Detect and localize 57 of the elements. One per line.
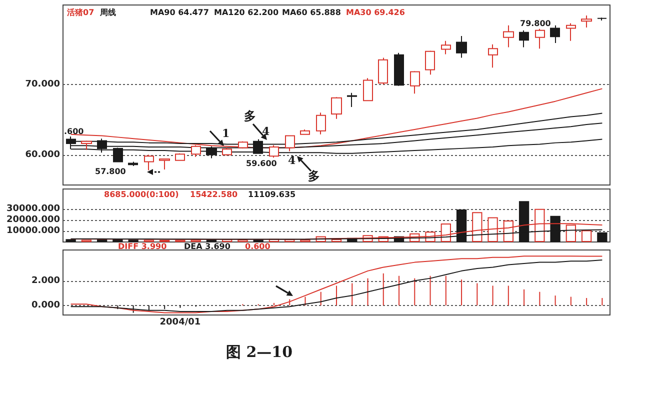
caption: 图 2—10 [226, 343, 293, 361]
y-tick-label: 60.000 [25, 150, 60, 160]
candlestick [597, 17, 607, 21]
annotation: 59.600 [246, 159, 277, 168]
candlestick [550, 24, 560, 44]
candlestick [175, 152, 185, 161]
candlestick [488, 44, 498, 68]
annotation: 8685.000(0:100) [104, 190, 179, 199]
annotation: 57.800 [95, 167, 126, 176]
y-tick-label: 20000.000 [6, 214, 60, 225]
candlestick [425, 50, 435, 76]
annotation: 活猪07 [67, 8, 94, 17]
candlestick [347, 92, 357, 108]
x-tick-label: 2004/01 [160, 318, 201, 328]
annotation: MA60 65.888 [282, 8, 341, 17]
y-tick-label: 2.000 [32, 276, 60, 286]
bar [581, 230, 592, 242]
annotation: 15422.580 [190, 190, 238, 199]
candlestick [378, 57, 388, 85]
y-tick-label: 70.000 [25, 79, 60, 90]
annotation: 周线 [100, 8, 116, 17]
candlestick [128, 161, 138, 167]
candlestick [300, 128, 310, 135]
annotation: DIFF 3.990 [118, 242, 167, 251]
candlestick [285, 134, 295, 152]
annotation: 4 [288, 154, 296, 167]
annotation: 79.800 [520, 19, 551, 28]
candlestick [363, 78, 373, 102]
candlestick [519, 30, 529, 48]
annotation: 多 [308, 169, 320, 183]
candlestick [394, 52, 404, 86]
annotation: 4 [262, 125, 270, 138]
candlestick [566, 22, 576, 42]
candlestick [581, 15, 592, 28]
candlestick [503, 24, 514, 48]
annotation: MA90 64.477 [150, 8, 209, 17]
annotation: 0.600 [245, 242, 270, 251]
y-tick-label: 0.000 [32, 300, 60, 310]
y-tick-label: 10000.000 [6, 226, 60, 236]
annotation: 1 [222, 127, 230, 140]
bar [597, 232, 608, 242]
annotation: 多 [244, 109, 256, 123]
annotation: MA120 62.200 [214, 8, 279, 17]
candlestick [159, 158, 170, 170]
candlestick [535, 28, 545, 50]
candlestick [331, 96, 342, 120]
annotation: MA30 69.426 [346, 8, 405, 17]
candlestick [410, 70, 420, 94]
annotation: .600 [64, 127, 84, 136]
annotation: DEA 3.690 [184, 242, 230, 251]
candlestick [269, 144, 279, 158]
candlestick [316, 112, 326, 135]
candlestick [81, 140, 92, 150]
candlestick [456, 35, 467, 58]
y-tick-label: 30000.000 [6, 204, 60, 214]
annotation: 11109.635 [248, 190, 296, 199]
candlestick [441, 40, 451, 55]
